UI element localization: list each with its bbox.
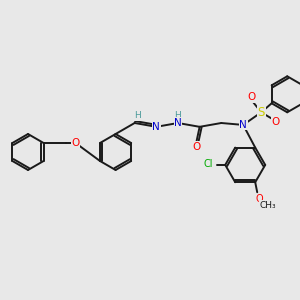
Text: O: O: [271, 117, 279, 127]
Text: O: O: [247, 92, 255, 102]
Text: S: S: [258, 106, 265, 119]
Text: CH₃: CH₃: [260, 201, 277, 210]
Text: N: N: [152, 122, 160, 132]
Text: O: O: [255, 194, 263, 204]
Text: Cl: Cl: [203, 159, 213, 169]
Text: N: N: [174, 118, 182, 128]
Text: O: O: [71, 138, 80, 148]
Text: N: N: [239, 120, 247, 130]
Text: O: O: [193, 142, 201, 152]
Text: H: H: [175, 112, 181, 121]
Text: H: H: [134, 112, 141, 121]
